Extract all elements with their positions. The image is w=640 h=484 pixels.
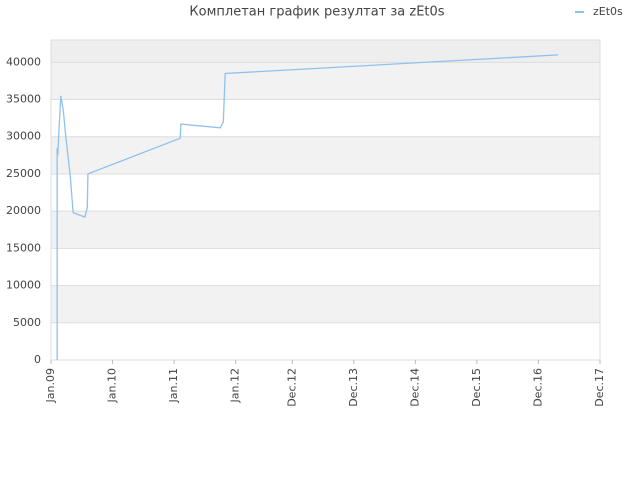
x-tick-label: Jan.12: [229, 368, 242, 403]
plot-band: [51, 248, 600, 286]
x-tick-label: Jan.09: [44, 368, 57, 403]
y-tick-label: 25000: [6, 167, 41, 180]
plot-band: [51, 173, 600, 212]
plot-band: [51, 211, 600, 249]
y-tick-label: 0: [34, 353, 41, 366]
y-tick-label: 10000: [6, 279, 41, 292]
x-tick-label: Dec.12: [285, 368, 298, 407]
x-tick-label: Dec.17: [593, 368, 606, 407]
series-line: [56, 54, 559, 360]
x-tick-label: Jan.10: [106, 368, 119, 403]
y-tick-label: 15000: [6, 241, 41, 254]
x-tick-label: Dec.16: [531, 368, 544, 407]
x-tick-label: Jan.11: [167, 368, 180, 403]
plot-band: [51, 285, 600, 323]
plot-band: [51, 136, 600, 174]
plot-band: [51, 322, 600, 360]
x-tick-label: Dec.13: [347, 368, 360, 407]
y-tick-label: 20000: [6, 204, 41, 217]
x-tick-label: Dec.15: [470, 368, 483, 407]
chart-title: Комплетан график резултат за zEt0s: [189, 5, 444, 20]
y-tick-label: 40000: [6, 55, 41, 68]
y-tick-label: 5000: [13, 316, 41, 329]
legend-label: zEt0s: [593, 5, 623, 18]
plot-band: [51, 99, 600, 137]
y-tick-label: 35000: [6, 93, 41, 106]
x-tick-label: Dec.14: [408, 368, 421, 407]
y-tick-label: 30000: [6, 130, 41, 143]
plot-band: [51, 40, 600, 63]
